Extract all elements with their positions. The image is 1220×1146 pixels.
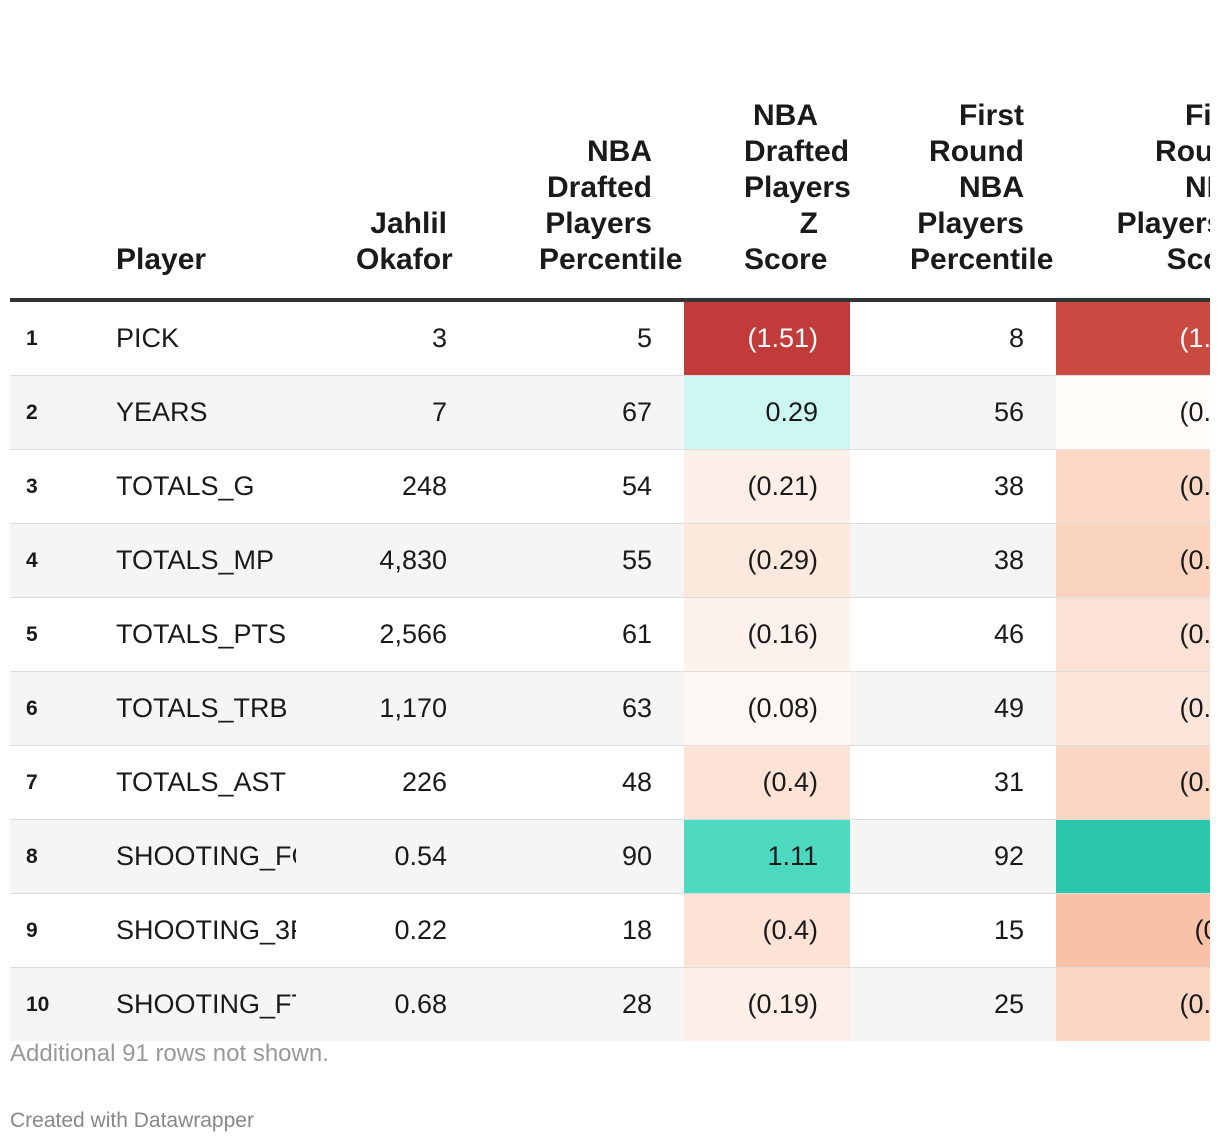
cell-first-round-percentile: 49 <box>850 671 1056 746</box>
cell-first-round-percentile: 38 <box>850 523 1056 598</box>
cell-player: TOTALS_MP <box>66 523 296 598</box>
cell-nba-drafted-z-score: (0.4) <box>684 893 850 968</box>
cell-jahlil-okafor: 0.54 <box>296 819 479 894</box>
cell-first-round-z-score: (0.01) <box>1056 375 1210 450</box>
header-player[interactable]: Player <box>66 0 296 302</box>
cell-first-round-z-score: (0.55) <box>1056 745 1210 820</box>
cell-jahlil-okafor: 2,566 <box>296 597 479 672</box>
additional-rows-note: Additional 91 rows not shown. <box>10 1040 329 1067</box>
cell-nba-drafted-z-score: (0.08) <box>684 671 850 746</box>
cell-nba-drafted-percentile: 48 <box>479 745 684 820</box>
cell-jahlil-okafor: 1,170 <box>296 671 479 746</box>
cell-first-round-percentile: 25 <box>850 967 1056 1041</box>
datawrapper-credit[interactable]: Created with Datawrapper <box>10 1109 254 1132</box>
row-index: 7 <box>10 745 66 820</box>
cell-first-round-z-score: (0.52) <box>1056 449 1210 524</box>
cell-nba-drafted-percentile: 54 <box>479 449 684 524</box>
table-body: 1PICK35(1.51)8(1.44)2YEARS7670.2956(0.01… <box>10 300 1210 1041</box>
cell-first-round-percentile: 8 <box>850 300 1056 376</box>
row-index: 5 <box>10 597 66 672</box>
cell-jahlil-okafor: 4,830 <box>296 523 479 598</box>
cell-first-round-percentile: 56 <box>850 375 1056 450</box>
cell-nba-drafted-percentile: 18 <box>479 893 684 968</box>
cell-first-round-percentile: 92 <box>850 819 1056 894</box>
cell-player: TOTALS_G <box>66 449 296 524</box>
cell-nba-drafted-z-score: (0.4) <box>684 745 850 820</box>
data-table: Player Jahlil Okafor NBA Drafted Players… <box>10 0 1210 1041</box>
header-jahlil-okafor[interactable]: Jahlil Okafor <box>296 0 479 302</box>
cell-first-round-percentile: 31 <box>850 745 1056 820</box>
cell-first-round-z-score: (0.33) <box>1056 671 1210 746</box>
cell-nba-drafted-z-score: (0.29) <box>684 523 850 598</box>
header-first-round-z-score[interactable]: First Round NBA Players Z Score <box>1056 0 1210 302</box>
cell-player: SHOOTING_3P% <box>66 893 296 968</box>
cell-player: SHOOTING_FT% <box>66 967 296 1041</box>
row-index: 2 <box>10 375 66 450</box>
cell-first-round-z-score: (0.55) <box>1056 967 1210 1041</box>
header-nba-drafted-z-score[interactable]: NBA Drafted Players Z Score <box>684 0 851 302</box>
cell-jahlil-okafor: 7 <box>296 375 479 450</box>
cell-jahlil-okafor: 3 <box>296 300 479 376</box>
row-index: 8 <box>10 819 66 894</box>
cell-nba-drafted-z-score: (0.19) <box>684 967 850 1041</box>
cell-nba-drafted-z-score: 0.29 <box>684 375 850 450</box>
row-index: 6 <box>10 671 66 746</box>
cell-first-round-z-score: 1.3 <box>1056 819 1210 894</box>
cell-first-round-z-score: (1.44) <box>1056 300 1210 376</box>
cell-first-round-percentile: 38 <box>850 449 1056 524</box>
row-index: 9 <box>10 893 66 968</box>
header-index <box>10 0 66 302</box>
cell-nba-drafted-percentile: 67 <box>479 375 684 450</box>
cell-player: PICK <box>66 300 296 376</box>
cell-nba-drafted-percentile: 5 <box>479 300 684 376</box>
cell-player: SHOOTING_FG% <box>66 819 296 894</box>
header-row: Player Jahlil Okafor NBA Drafted Players… <box>10 0 1210 302</box>
header-first-round-percentile[interactable]: First Round NBA Players Percentile <box>850 0 1056 302</box>
cell-jahlil-okafor: 0.22 <box>296 893 479 968</box>
cell-nba-drafted-percentile: 55 <box>479 523 684 598</box>
row-index: 1 <box>10 300 66 376</box>
cell-nba-drafted-z-score: 1.11 <box>684 819 850 894</box>
cell-nba-drafted-z-score: (1.51) <box>684 300 850 376</box>
cell-player: YEARS <box>66 375 296 450</box>
row-index: 10 <box>10 967 66 1041</box>
cell-jahlil-okafor: 226 <box>296 745 479 820</box>
cell-first-round-percentile: 15 <box>850 893 1056 968</box>
row-index: 3 <box>10 449 66 524</box>
cell-player: TOTALS_PTS <box>66 597 296 672</box>
cell-first-round-z-score: (0.56) <box>1056 523 1210 598</box>
cell-nba-drafted-percentile: 63 <box>479 671 684 746</box>
cell-first-round-z-score: (0.41) <box>1056 597 1210 672</box>
cell-player: TOTALS_AST <box>66 745 296 820</box>
header-nba-drafted-percentile[interactable]: NBA Drafted Players Percentile <box>479 0 684 302</box>
cell-jahlil-okafor: 248 <box>296 449 479 524</box>
table-container: Player Jahlil Okafor NBA Drafted Players… <box>10 0 1210 1146</box>
cell-nba-drafted-z-score: (0.16) <box>684 597 850 672</box>
cell-nba-drafted-percentile: 61 <box>479 597 684 672</box>
cell-jahlil-okafor: 0.68 <box>296 967 479 1041</box>
cell-player: TOTALS_TRB <box>66 671 296 746</box>
cell-first-round-z-score: (0.7) <box>1056 893 1210 968</box>
cell-first-round-percentile: 46 <box>850 597 1056 672</box>
cell-nba-drafted-percentile: 28 <box>479 967 684 1041</box>
cell-nba-drafted-percentile: 90 <box>479 819 684 894</box>
cell-nba-drafted-z-score: (0.21) <box>684 449 850 524</box>
row-index: 4 <box>10 523 66 598</box>
